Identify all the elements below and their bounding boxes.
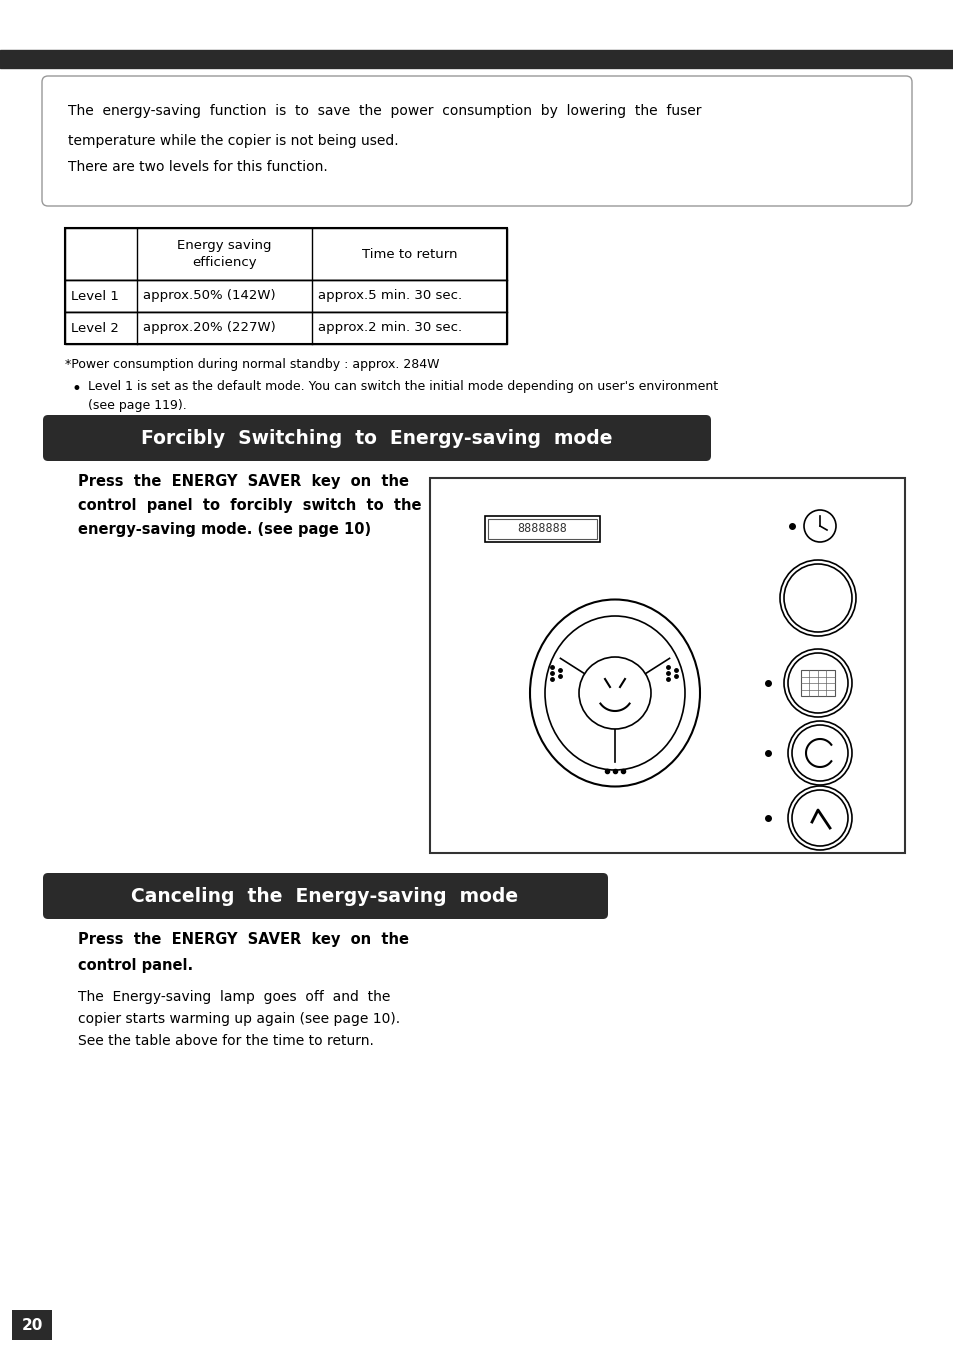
Bar <box>430 479 904 853</box>
Text: 8888888: 8888888 <box>517 523 567 535</box>
Circle shape <box>780 559 855 636</box>
Circle shape <box>783 648 851 717</box>
Text: Press  the  ENERGY  SAVER  key  on  the: Press the ENERGY SAVER key on the <box>78 931 409 948</box>
FancyBboxPatch shape <box>43 874 607 919</box>
Text: approx.50% (142W): approx.50% (142W) <box>143 290 275 302</box>
Circle shape <box>787 721 851 785</box>
Text: Press  the  ENERGY  SAVER  key  on  the: Press the ENERGY SAVER key on the <box>78 474 409 489</box>
Text: approx.20% (227W): approx.20% (227W) <box>143 322 275 334</box>
Text: approx.2 min. 30 sec.: approx.2 min. 30 sec. <box>317 322 461 334</box>
Text: Canceling  the  Energy-saving  mode: Canceling the Energy-saving mode <box>132 887 518 906</box>
Text: approx.5 min. 30 sec.: approx.5 min. 30 sec. <box>317 290 461 302</box>
Bar <box>484 516 599 542</box>
Bar <box>65 228 506 344</box>
Text: •: • <box>71 380 82 398</box>
Text: See the table above for the time to return.: See the table above for the time to retu… <box>78 1034 374 1047</box>
Circle shape <box>791 725 847 780</box>
Circle shape <box>578 656 650 729</box>
Bar <box>488 519 597 539</box>
Text: The  energy-saving  function  is  to  save  the  power  consumption  by  lowerin: The energy-saving function is to save th… <box>68 104 700 119</box>
Text: Level 2: Level 2 <box>71 322 119 334</box>
Bar <box>65 311 506 344</box>
FancyBboxPatch shape <box>42 75 911 206</box>
Bar <box>65 228 506 280</box>
Text: temperature while the copier is not being used.: temperature while the copier is not bein… <box>68 133 398 148</box>
Ellipse shape <box>530 600 700 786</box>
Bar <box>0 50 953 67</box>
FancyBboxPatch shape <box>43 415 710 461</box>
Text: energy-saving mode. (see page 10): energy-saving mode. (see page 10) <box>78 522 371 537</box>
Bar <box>12 1310 52 1340</box>
Ellipse shape <box>544 616 684 770</box>
Text: control panel.: control panel. <box>78 958 193 973</box>
Text: Level 1 is set as the default mode. You can switch the initial mode depending on: Level 1 is set as the default mode. You … <box>88 380 718 411</box>
Text: copier starts warming up again (see page 10).: copier starts warming up again (see page… <box>78 1012 399 1026</box>
Circle shape <box>783 563 851 632</box>
Bar <box>801 670 834 696</box>
Circle shape <box>791 790 847 847</box>
Text: There are two levels for this function.: There are two levels for this function. <box>68 160 328 174</box>
Circle shape <box>803 510 835 542</box>
Text: Level 1: Level 1 <box>71 290 119 302</box>
Circle shape <box>787 786 851 851</box>
Text: 20: 20 <box>21 1317 43 1333</box>
Text: The  Energy-saving  lamp  goes  off  and  the: The Energy-saving lamp goes off and the <box>78 989 390 1004</box>
Circle shape <box>787 652 847 713</box>
Text: Energy saving
efficiency: Energy saving efficiency <box>177 239 272 270</box>
Text: Forcibly  Switching  to  Energy-saving  mode: Forcibly Switching to Energy-saving mode <box>141 429 612 448</box>
Text: Time to return: Time to return <box>361 248 456 260</box>
Bar <box>65 280 506 311</box>
Text: *Power consumption during normal standby : approx. 284W: *Power consumption during normal standby… <box>65 359 439 371</box>
Text: control  panel  to  forcibly  switch  to  the: control panel to forcibly switch to the <box>78 497 421 514</box>
